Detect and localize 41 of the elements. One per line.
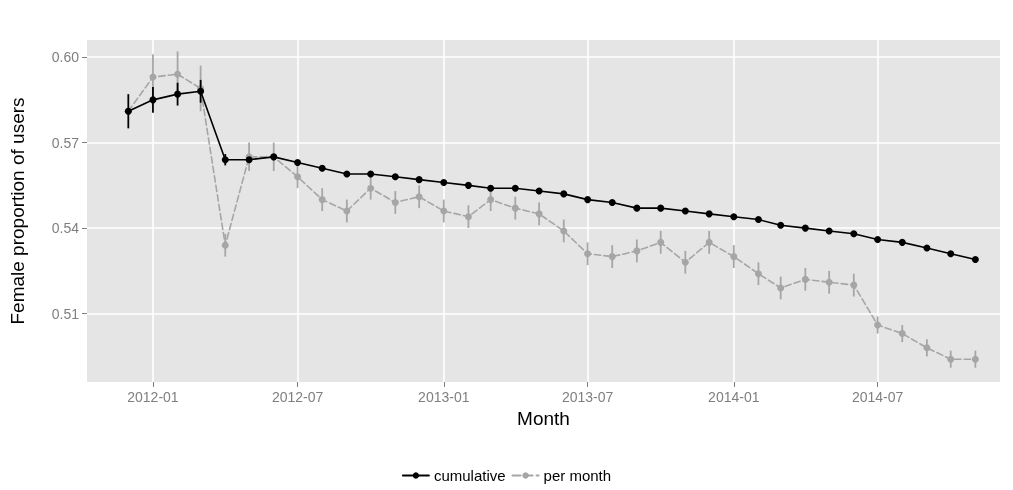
point — [440, 179, 448, 186]
x-tick-label: 2012-07 — [271, 389, 324, 405]
point — [367, 170, 375, 178]
point — [511, 184, 519, 192]
point — [681, 207, 689, 215]
legend-label: cumulative — [433, 467, 506, 484]
point — [294, 159, 302, 167]
y-axis-title: Female proportion of users — [7, 97, 28, 325]
point — [754, 216, 762, 224]
point — [560, 190, 568, 198]
point — [801, 224, 809, 232]
legend-label: per month — [543, 467, 612, 484]
y-tick-label: 0.60 — [51, 49, 80, 66]
point — [705, 210, 713, 218]
point — [464, 181, 472, 189]
point — [777, 221, 785, 229]
x-tick-label: 2013-07 — [561, 389, 614, 405]
y-tick-label: 0.54 — [51, 220, 80, 237]
x-tick-label: 2014-01 — [708, 389, 760, 405]
point — [633, 204, 641, 212]
x-tick-label: 2013-01 — [418, 389, 470, 405]
point — [898, 238, 906, 246]
x-tick-label: 2012-01 — [127, 389, 179, 405]
point — [971, 255, 979, 263]
y-tick-label: 0.57 — [51, 134, 80, 151]
point — [584, 196, 592, 204]
point — [415, 176, 423, 184]
point — [730, 213, 738, 221]
point — [657, 204, 665, 212]
point — [487, 184, 495, 192]
point — [947, 250, 955, 258]
x-axis-title: Month — [517, 407, 570, 429]
point — [608, 198, 616, 206]
x-tick-label: 2014-07 — [851, 389, 904, 405]
point — [391, 173, 399, 181]
point — [318, 164, 326, 172]
point — [343, 170, 351, 178]
point — [825, 227, 833, 235]
y-tick-label: 0.51 — [51, 305, 80, 322]
point — [850, 230, 858, 238]
point — [874, 236, 882, 243]
